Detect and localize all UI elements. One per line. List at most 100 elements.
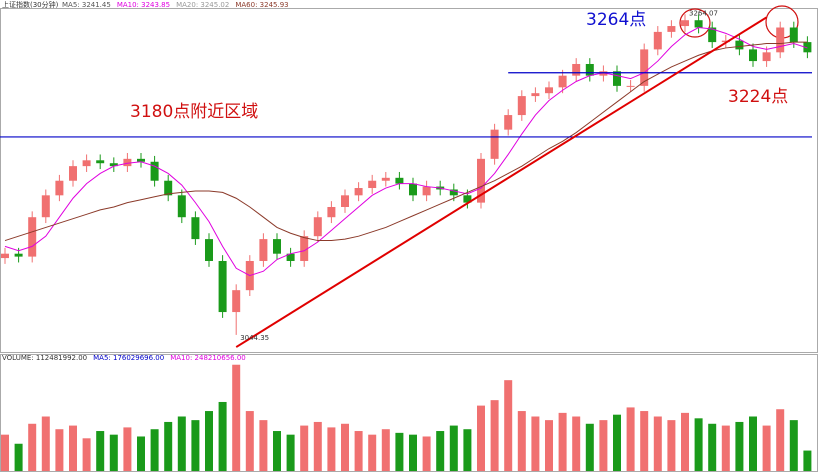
volume-bar [123, 427, 132, 471]
volume-bar [205, 411, 213, 471]
volume-bar [599, 420, 608, 471]
candle-body [191, 217, 200, 240]
candle-body [123, 158, 132, 167]
annotation: 3224点 [728, 87, 788, 107]
volume-bar [109, 434, 118, 471]
candle-body [205, 239, 213, 261]
volume-bar [28, 423, 37, 471]
candle-body [694, 20, 703, 28]
candle-body [232, 290, 241, 313]
candle-body [177, 195, 186, 218]
volume-bar [150, 429, 159, 471]
volume-bar [368, 434, 377, 471]
ma-label: MA20: 3245.02 [176, 1, 229, 9]
volume-bar [585, 423, 594, 471]
candle-body [368, 180, 377, 189]
volume-bar [653, 416, 662, 471]
volume-bar [572, 416, 581, 471]
candle-body [545, 87, 553, 94]
candle-body [341, 195, 349, 207]
volume-bar [789, 420, 798, 471]
candle-body [640, 49, 649, 86]
volume-bar [395, 432, 404, 471]
volume-bar [14, 443, 23, 471]
trend-line [235, 16, 768, 348]
volume-bar [341, 423, 349, 471]
candle-body [504, 115, 513, 130]
candle-body [735, 40, 744, 50]
volume-bar [613, 414, 621, 471]
candle-body [218, 260, 227, 313]
candle-body [626, 85, 635, 87]
candle-body [681, 20, 689, 27]
candle-body [599, 71, 608, 76]
volume-bar [69, 425, 77, 471]
candle-body [789, 27, 798, 43]
volume-bar [776, 409, 785, 471]
volume-bar [640, 411, 649, 471]
volume-bar [436, 431, 445, 471]
candle-body [490, 129, 499, 159]
candle-body [300, 236, 309, 261]
candle-body [585, 63, 594, 76]
candle-body [531, 93, 540, 97]
volume-bar [558, 412, 567, 471]
candle-body [449, 189, 458, 196]
volume-bar [463, 429, 472, 471]
volume-bar [531, 416, 540, 471]
candle-body [803, 42, 812, 53]
volume-bar [803, 450, 812, 471]
annotation: 3264点 [586, 10, 646, 30]
volume-bar [313, 421, 322, 471]
volume-bar [41, 416, 50, 471]
candle-body [28, 217, 37, 257]
volume-bar [749, 416, 757, 471]
volume-bar [694, 418, 703, 471]
volume-bar [1, 434, 9, 471]
volume-bar [286, 434, 295, 471]
volume-bar [259, 420, 268, 471]
ma-label: MA5: 3241.45 [62, 1, 111, 9]
volume-bar [708, 423, 717, 471]
volume-label: MA5: 176029696.00 [93, 354, 164, 362]
ma-label: MA10: 3243.85 [117, 1, 170, 9]
volume-bar [490, 400, 499, 471]
volume-bar [177, 416, 186, 471]
ma-label: MA60: 3245.93 [235, 1, 288, 9]
volume-label: VOLUME: 112481992.00 [2, 354, 87, 362]
candle-body [776, 27, 785, 53]
volume-bar [721, 425, 730, 471]
candle-body [395, 177, 404, 184]
candle-body [762, 52, 771, 62]
volume-bar [626, 407, 635, 471]
volume-bar [381, 429, 390, 471]
candle-body [463, 195, 472, 203]
candle-body [558, 75, 567, 88]
candle-body [286, 253, 295, 261]
high-label: 3264.07 [689, 9, 718, 17]
candle-body [164, 180, 173, 196]
volume-bar [327, 427, 336, 471]
volume-bar [681, 412, 689, 471]
volume-bar [354, 431, 363, 471]
candle-body [14, 253, 23, 257]
candle-body [1, 253, 9, 259]
volume-bar [477, 405, 485, 471]
price-pane [0, 8, 818, 353]
volume-bar [55, 429, 64, 471]
volume-label: MA10: 248210656.00 [170, 354, 246, 362]
annotation: 3180点附近区域 [130, 102, 258, 122]
volume-bar [82, 438, 91, 471]
volume-bar [517, 411, 526, 471]
volume-bar [137, 436, 145, 471]
volume-bar [409, 434, 417, 471]
candle-body [354, 188, 363, 196]
candle-body [137, 158, 145, 162]
volume-bar [504, 380, 513, 471]
candle-body [381, 177, 390, 181]
volume-bar [545, 420, 553, 471]
chart-title: 上证指数(30分钟) [2, 0, 59, 9]
volume-bar [422, 436, 431, 471]
candle-body [409, 183, 417, 196]
